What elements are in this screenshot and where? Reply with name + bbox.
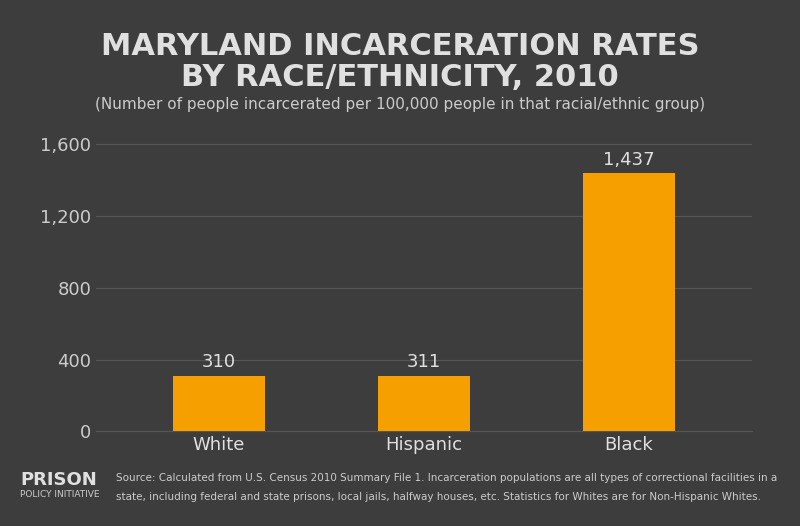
Text: PRISON: PRISON — [20, 471, 97, 489]
Text: 310: 310 — [202, 353, 236, 371]
Text: POLICY INITIATIVE: POLICY INITIATIVE — [20, 490, 99, 499]
Text: BY RACE/ETHNICITY, 2010: BY RACE/ETHNICITY, 2010 — [181, 63, 619, 92]
Text: state, including federal and state prisons, local jails, halfway houses, etc. St: state, including federal and state priso… — [116, 492, 761, 502]
Text: 311: 311 — [407, 353, 441, 371]
Bar — [378, 376, 470, 431]
Bar — [583, 174, 675, 431]
Bar — [173, 376, 265, 431]
Text: 1,437: 1,437 — [603, 151, 655, 169]
Text: Source: Calculated from U.S. Census 2010 Summary File 1. Incarceration populatio: Source: Calculated from U.S. Census 2010… — [116, 473, 778, 483]
Text: (Number of people incarcerated per 100,000 people in that racial/ethnic group): (Number of people incarcerated per 100,0… — [95, 97, 705, 113]
Text: MARYLAND INCARCERATION RATES: MARYLAND INCARCERATION RATES — [101, 32, 699, 60]
